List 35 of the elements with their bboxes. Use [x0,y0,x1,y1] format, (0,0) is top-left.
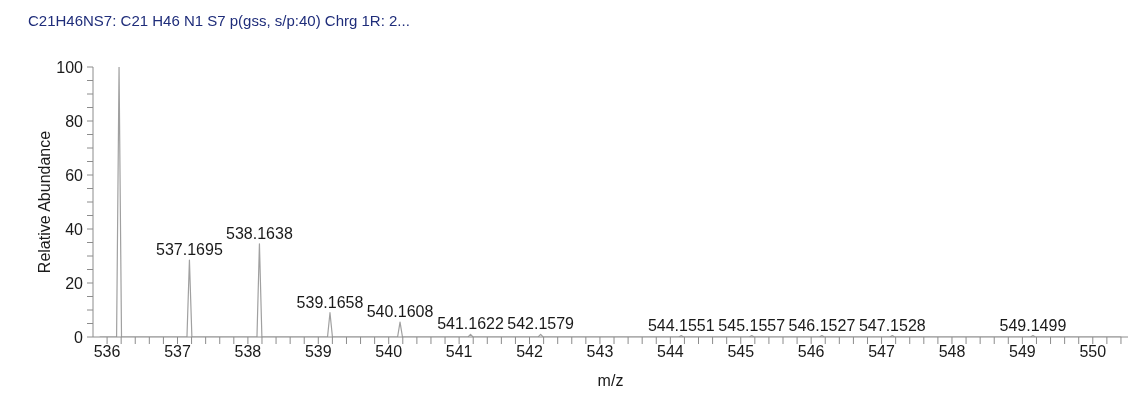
annotation: 537.1695 [156,241,223,259]
y-tick-label: 60 [65,166,84,184]
y-tick-label: 40 [65,220,84,238]
x-tick-label: 536 [93,343,121,361]
y-tick-label: 80 [65,112,84,130]
x-tick-label: 542 [516,343,543,361]
annotation: 546.1527 [788,316,856,334]
y-tick-label: 100 [56,58,84,76]
annotation: 549.1499 [999,316,1067,334]
x-tick-label: 547 [868,343,896,361]
x-tick-label: 543 [586,343,614,361]
annotation: 540.1608 [366,303,434,321]
x-tick-label: 548 [938,343,966,361]
x-tick-label: 538 [234,343,262,361]
x-tick-label: 537 [164,343,191,361]
y-tick-label: 0 [74,328,84,346]
annotation: 547.1528 [858,316,926,334]
x-tick-label: 539 [304,343,332,361]
annotation: 542.1579 [507,315,575,333]
x-tick-label: 545 [727,343,755,361]
annotation: 545.1557 [718,316,786,334]
x-tick-label: 550 [1079,343,1107,361]
x-tick-label: 541 [445,343,473,361]
y-axis-title: Relative Abundance [36,129,54,276]
y-tick-label: 20 [65,274,84,292]
x-tick-label: 540 [375,343,403,361]
x-axis-title: m/z [596,372,625,390]
annotation: 538.1638 [226,224,293,242]
chart-title: C21H46NS7: C21 H46 N1 S7 p(gss, s/p:40) Chrg 1R: 2... [28,12,410,30]
x-tick-label: 549 [1009,343,1036,361]
annotation: 541.1622 [437,315,505,333]
x-tick-label: 546 [797,343,825,361]
annotation: 544.1551 [647,316,715,334]
annotation: 539.1658 [296,293,364,311]
x-tick-label: 544 [657,343,684,361]
